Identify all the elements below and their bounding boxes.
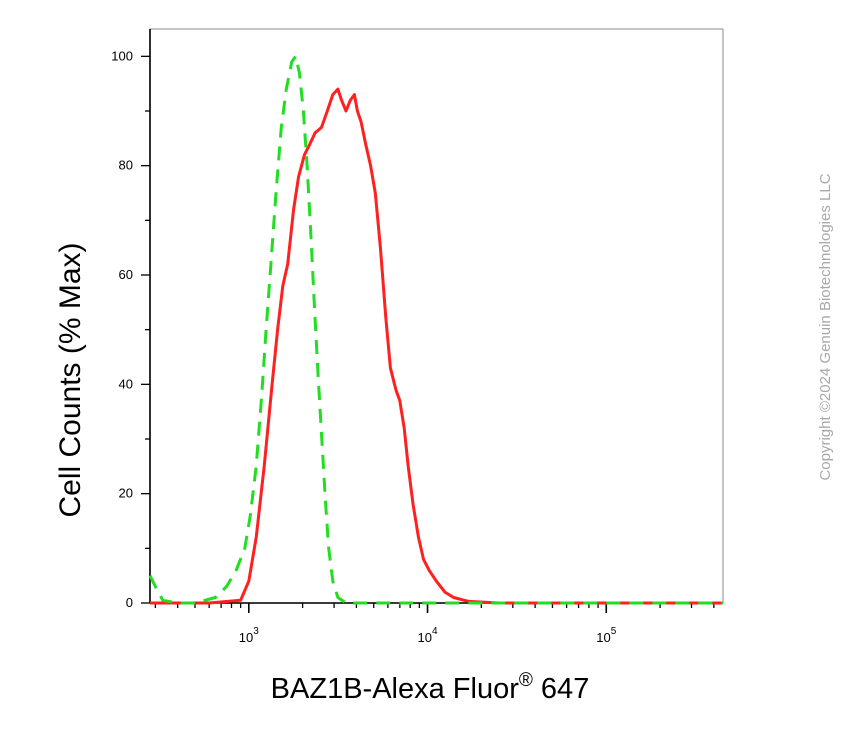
y-tick-label: 40: [119, 376, 133, 391]
x-tick-exponent: 4: [432, 626, 438, 637]
x-axis-ticks: 103 104 105: [154, 603, 715, 645]
x-tick-base: 10: [418, 630, 432, 645]
x-tick-base: 10: [596, 630, 610, 645]
x-axis-title-main: BAZ1B-Alexa Fluor: [271, 673, 520, 705]
series-line-1: [150, 87, 723, 605]
y-axis-ticks: 0 20 40 60 80 100: [111, 48, 150, 610]
y-tick-label: 80: [119, 158, 133, 173]
x-tick-exponent: 5: [611, 626, 617, 637]
copyright-watermark: Copyright ©2024 Genuin Biotechnologies L…: [817, 173, 834, 480]
x-tick-label: 104: [418, 626, 438, 645]
x-tick-label: 105: [596, 626, 616, 645]
series-layer: [148, 54, 723, 605]
y-tick-label: 100: [111, 48, 133, 63]
x-tick-label: 103: [239, 626, 259, 645]
x-tick-exponent: 3: [253, 626, 259, 637]
x-axis-title: BAZ1B-Alexa Fluor® 647: [271, 670, 590, 705]
x-axis-title-suffix: 647: [533, 673, 589, 705]
y-tick-label: 0: [126, 595, 133, 610]
x-tick-base: 10: [239, 630, 253, 645]
y-tick-label: 60: [119, 267, 133, 282]
y-axis-title: Cell Counts (% Max): [54, 242, 87, 517]
series-line-2: [148, 54, 723, 605]
x-axis-title-superscript: ®: [519, 670, 533, 691]
plot-frame: [149, 28, 724, 604]
y-tick-label: 20: [119, 486, 133, 501]
